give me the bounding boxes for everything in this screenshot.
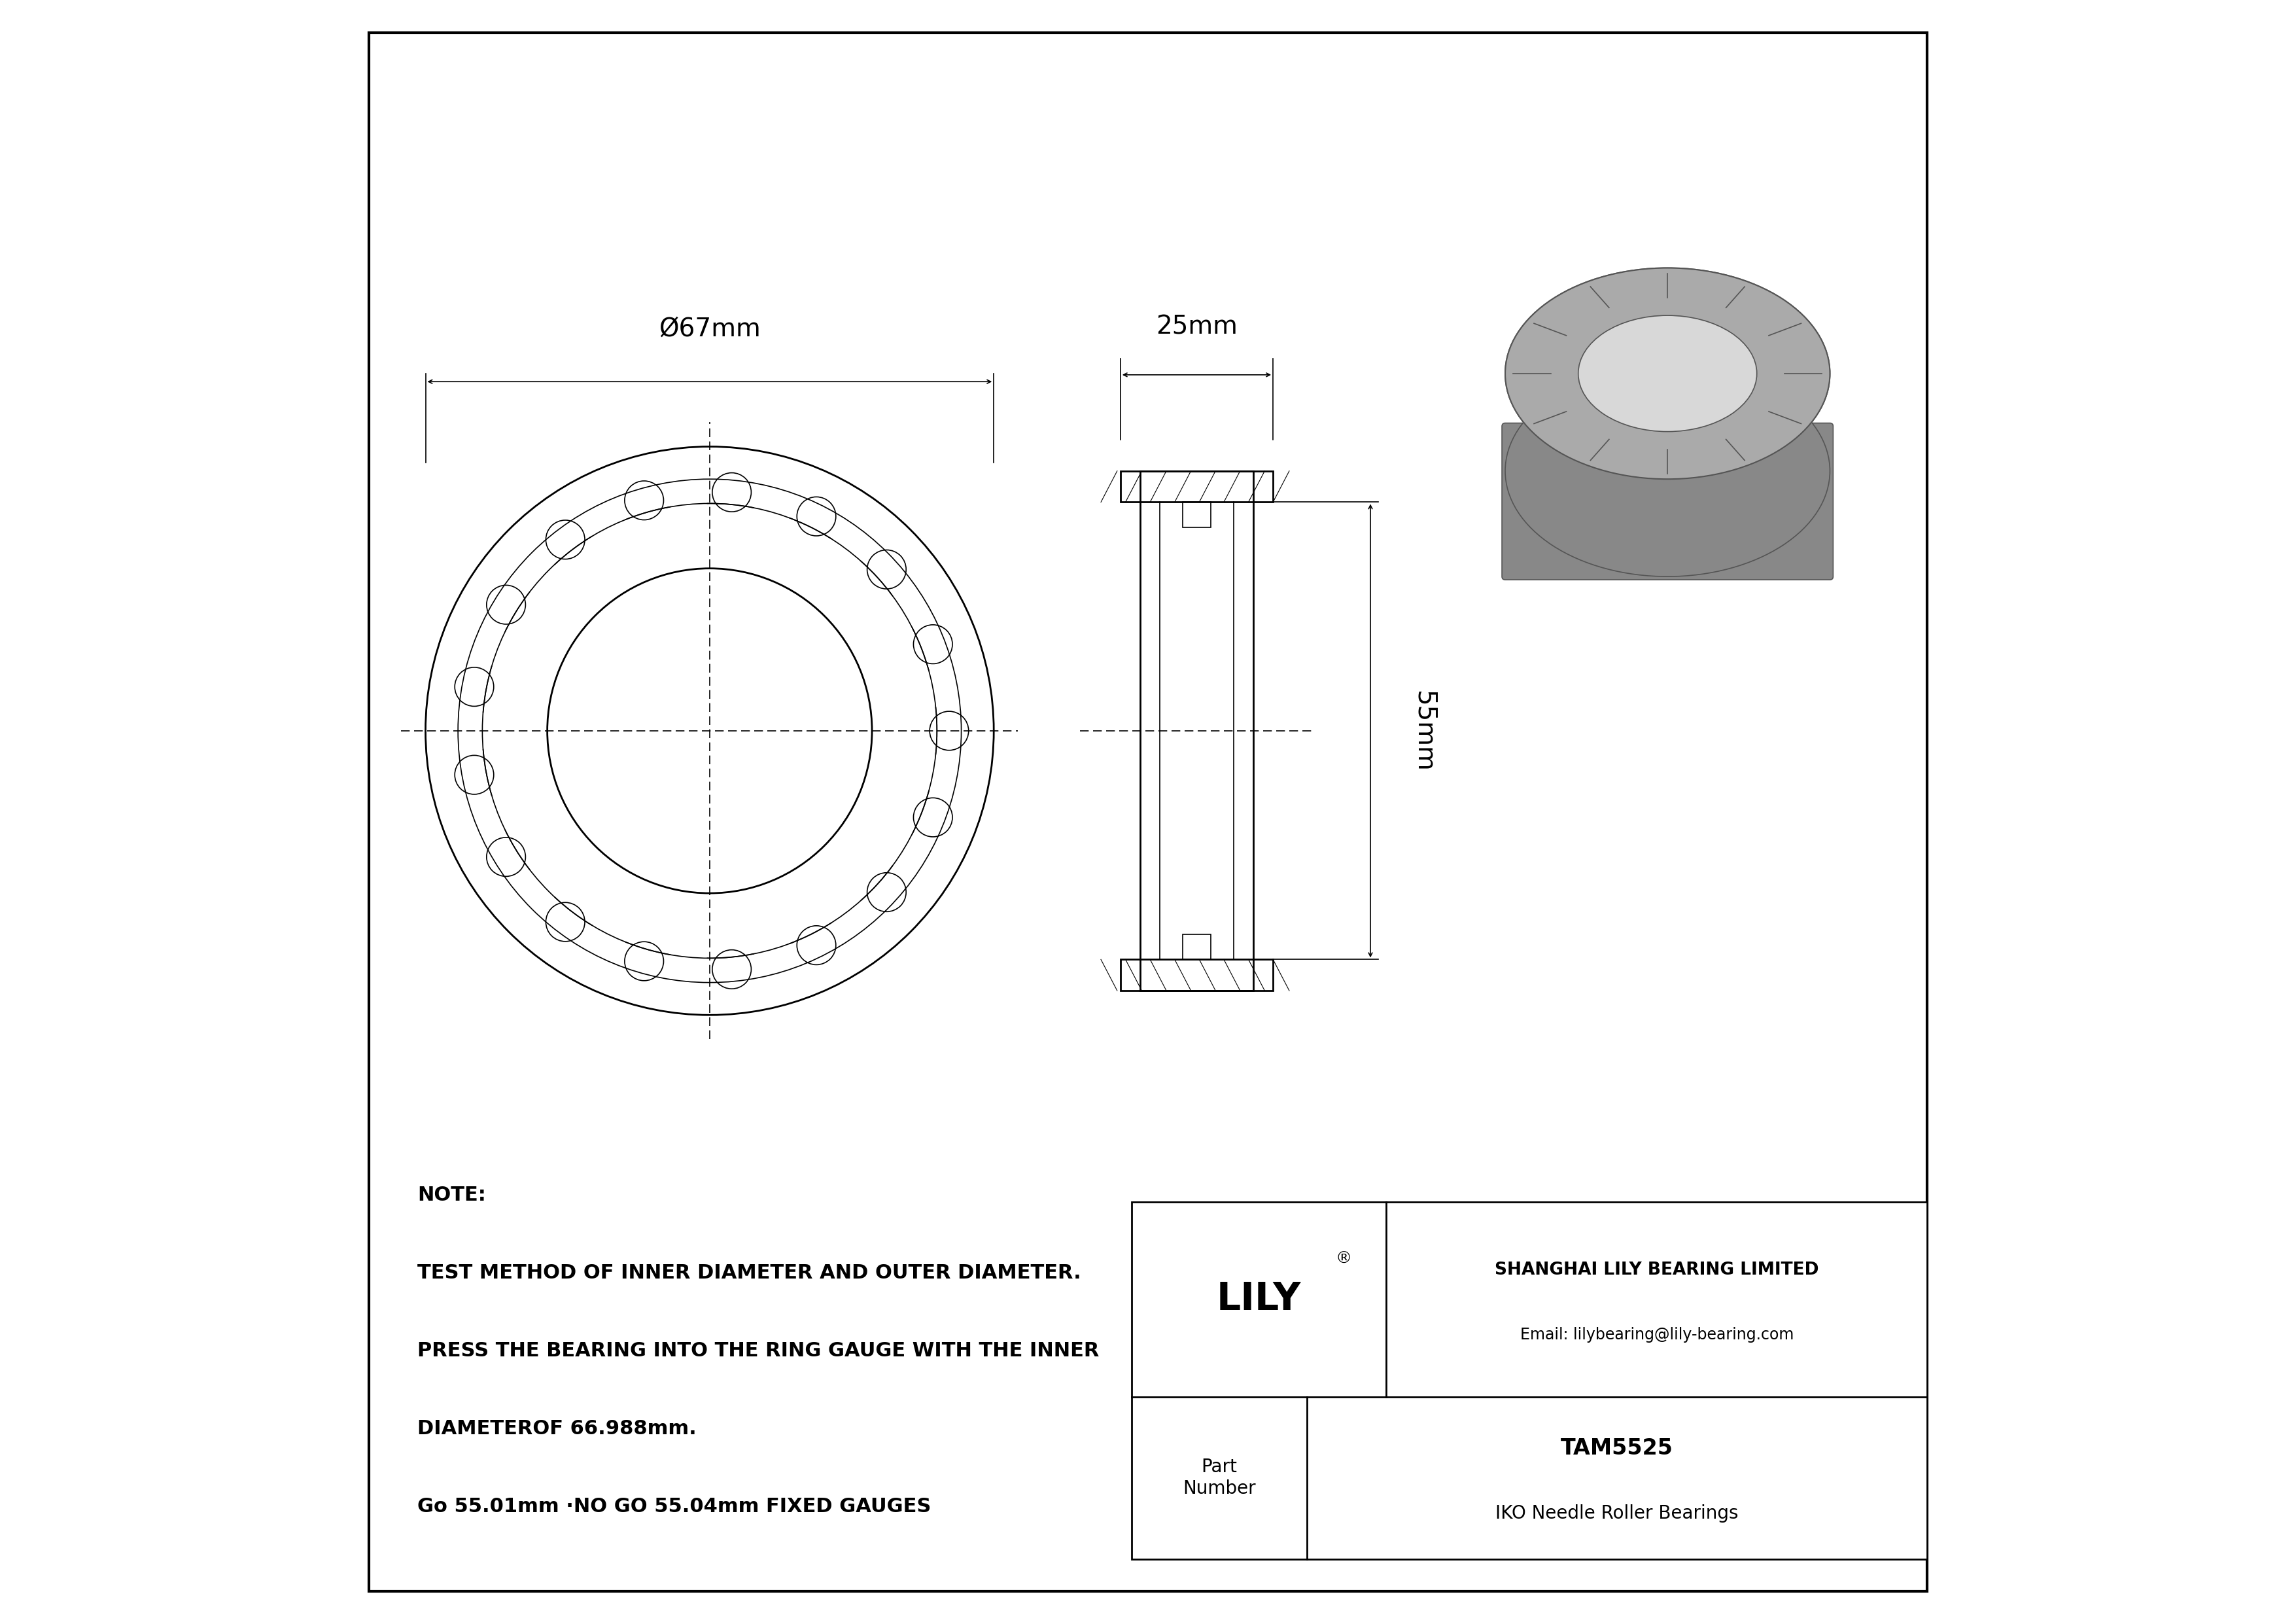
Text: TAM5525: TAM5525 — [1561, 1437, 1674, 1460]
Text: Part
Number: Part Number — [1182, 1458, 1256, 1497]
Bar — [1120, 960, 1272, 991]
FancyBboxPatch shape — [1502, 422, 1832, 580]
Text: TEST METHOD OF INNER DIAMETER AND OUTER DIAMETER.: TEST METHOD OF INNER DIAMETER AND OUTER … — [418, 1263, 1081, 1283]
Text: 25mm: 25mm — [1155, 313, 1238, 339]
Bar — [1182, 502, 1210, 528]
Bar — [1120, 471, 1272, 502]
Ellipse shape — [1577, 315, 1756, 432]
Text: Go 55.01mm ·NO GO 55.04mm FIXED GAUGES: Go 55.01mm ·NO GO 55.04mm FIXED GAUGES — [418, 1497, 932, 1517]
Ellipse shape — [1506, 365, 1830, 577]
Text: Ø67mm: Ø67mm — [659, 317, 760, 341]
Text: ®: ® — [1336, 1250, 1352, 1267]
Text: Email: lilybearing@lily-bearing.com: Email: lilybearing@lily-bearing.com — [1520, 1327, 1793, 1343]
Text: SHANGHAI LILY BEARING LIMITED: SHANGHAI LILY BEARING LIMITED — [1495, 1262, 1818, 1278]
Text: DIAMETEROF 66.988mm.: DIAMETEROF 66.988mm. — [418, 1419, 696, 1439]
Text: PRESS THE BEARING INTO THE RING GAUGE WITH THE INNER: PRESS THE BEARING INTO THE RING GAUGE WI… — [418, 1341, 1100, 1361]
Bar — [1182, 934, 1210, 960]
Bar — [1139, 471, 1254, 991]
Text: NOTE:: NOTE: — [418, 1186, 487, 1205]
Text: 55mm: 55mm — [1412, 690, 1435, 771]
Bar — [1132, 1202, 1926, 1559]
Ellipse shape — [1506, 268, 1830, 479]
Text: IKO Needle Roller Bearings: IKO Needle Roller Bearings — [1495, 1504, 1738, 1523]
Text: LILY: LILY — [1217, 1281, 1302, 1317]
Ellipse shape — [1506, 268, 1830, 479]
Ellipse shape — [1577, 315, 1756, 432]
